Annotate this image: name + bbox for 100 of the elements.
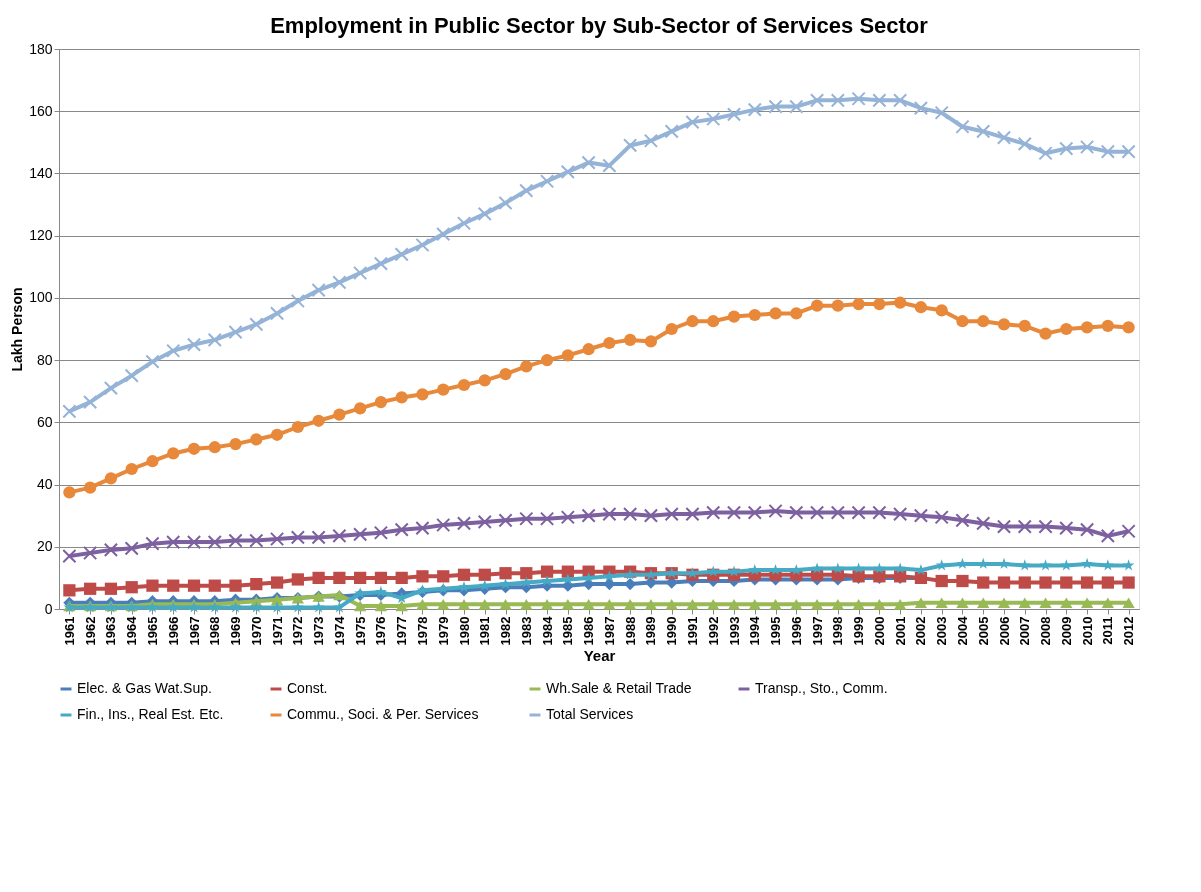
point <box>520 599 533 610</box>
point <box>437 570 450 583</box>
point <box>560 164 575 180</box>
point <box>1122 576 1135 589</box>
x-tick-label: 2005 <box>975 616 991 646</box>
point <box>1100 528 1115 544</box>
point <box>603 577 616 591</box>
x-tick-label: 1977 <box>394 616 410 646</box>
point <box>914 301 928 314</box>
point <box>270 576 284 589</box>
x-tick-label: 1979 <box>435 616 451 646</box>
chart-title: Employment in Public Sector by Sub-Sector of Services Sector <box>270 13 929 38</box>
point <box>1081 557 1093 569</box>
point <box>1018 597 1031 609</box>
point <box>1039 559 1052 571</box>
point <box>124 541 139 556</box>
point <box>270 428 284 441</box>
point <box>872 93 887 108</box>
point <box>84 481 97 494</box>
point <box>166 534 181 550</box>
point <box>207 332 222 348</box>
legend-label: Transp., Sto., Comm. <box>755 680 888 696</box>
point <box>893 93 908 108</box>
point <box>707 315 720 328</box>
point <box>581 155 596 170</box>
point <box>747 505 762 520</box>
point <box>1059 520 1074 536</box>
point <box>1101 576 1114 589</box>
x-tick-label: 1971 <box>269 616 285 646</box>
point <box>186 534 202 550</box>
point <box>996 519 1012 534</box>
legend-label: Commu., Soci. & Per. Services <box>287 706 479 722</box>
point <box>935 304 948 317</box>
point <box>624 577 637 591</box>
point <box>976 516 991 531</box>
point <box>830 93 845 108</box>
point <box>811 562 823 574</box>
y-tick-label: 0 <box>44 600 53 617</box>
y-tick-label: 40 <box>36 476 53 493</box>
point <box>394 247 409 262</box>
point <box>208 579 221 592</box>
point <box>520 576 533 588</box>
point <box>851 91 866 106</box>
point <box>1060 576 1073 589</box>
point <box>373 525 389 540</box>
point <box>602 158 617 173</box>
x-tick-label: 1965 <box>144 616 160 646</box>
point <box>311 282 326 298</box>
point <box>104 582 118 595</box>
point <box>956 574 969 588</box>
point <box>125 581 138 594</box>
point <box>727 310 741 323</box>
point <box>477 206 492 222</box>
x-tick-label: 1987 <box>601 616 617 646</box>
point <box>852 562 865 574</box>
point <box>1122 321 1135 334</box>
point <box>436 517 451 533</box>
point <box>581 508 596 523</box>
point <box>873 562 886 574</box>
point <box>893 506 908 522</box>
point <box>456 216 472 231</box>
point <box>125 462 138 476</box>
point <box>997 597 1011 609</box>
y-tick-label: 120 <box>29 227 53 244</box>
point <box>269 531 285 547</box>
point <box>1018 319 1031 332</box>
point <box>375 585 387 597</box>
point <box>956 597 969 609</box>
point <box>146 455 159 468</box>
point <box>727 599 741 610</box>
point <box>374 600 388 612</box>
point <box>519 183 534 198</box>
point <box>790 599 803 610</box>
x-tick-label: 1998 <box>830 616 846 646</box>
point <box>769 599 782 610</box>
point <box>790 307 803 320</box>
x-tick-label: 1983 <box>518 616 534 646</box>
x-tick-label: 1990 <box>664 616 680 646</box>
point <box>810 299 824 312</box>
point <box>83 545 98 561</box>
point <box>311 530 326 545</box>
point <box>728 565 740 577</box>
point <box>561 599 574 610</box>
legend-label: Total Services <box>546 706 634 722</box>
point <box>1100 144 1115 159</box>
point <box>478 579 491 591</box>
point <box>395 600 408 612</box>
point <box>353 265 368 281</box>
point <box>996 130 1012 145</box>
point <box>229 438 242 451</box>
point <box>499 599 512 610</box>
x-tick-label: 1974 <box>331 615 347 646</box>
point <box>1059 141 1074 156</box>
point <box>437 383 450 396</box>
point <box>103 542 119 558</box>
point <box>623 138 638 153</box>
point <box>1101 319 1114 332</box>
legend-label: Elec. & Gas Wat.Sup. <box>77 680 212 696</box>
x-tick-label: 1964 <box>124 615 140 646</box>
point <box>685 506 700 522</box>
